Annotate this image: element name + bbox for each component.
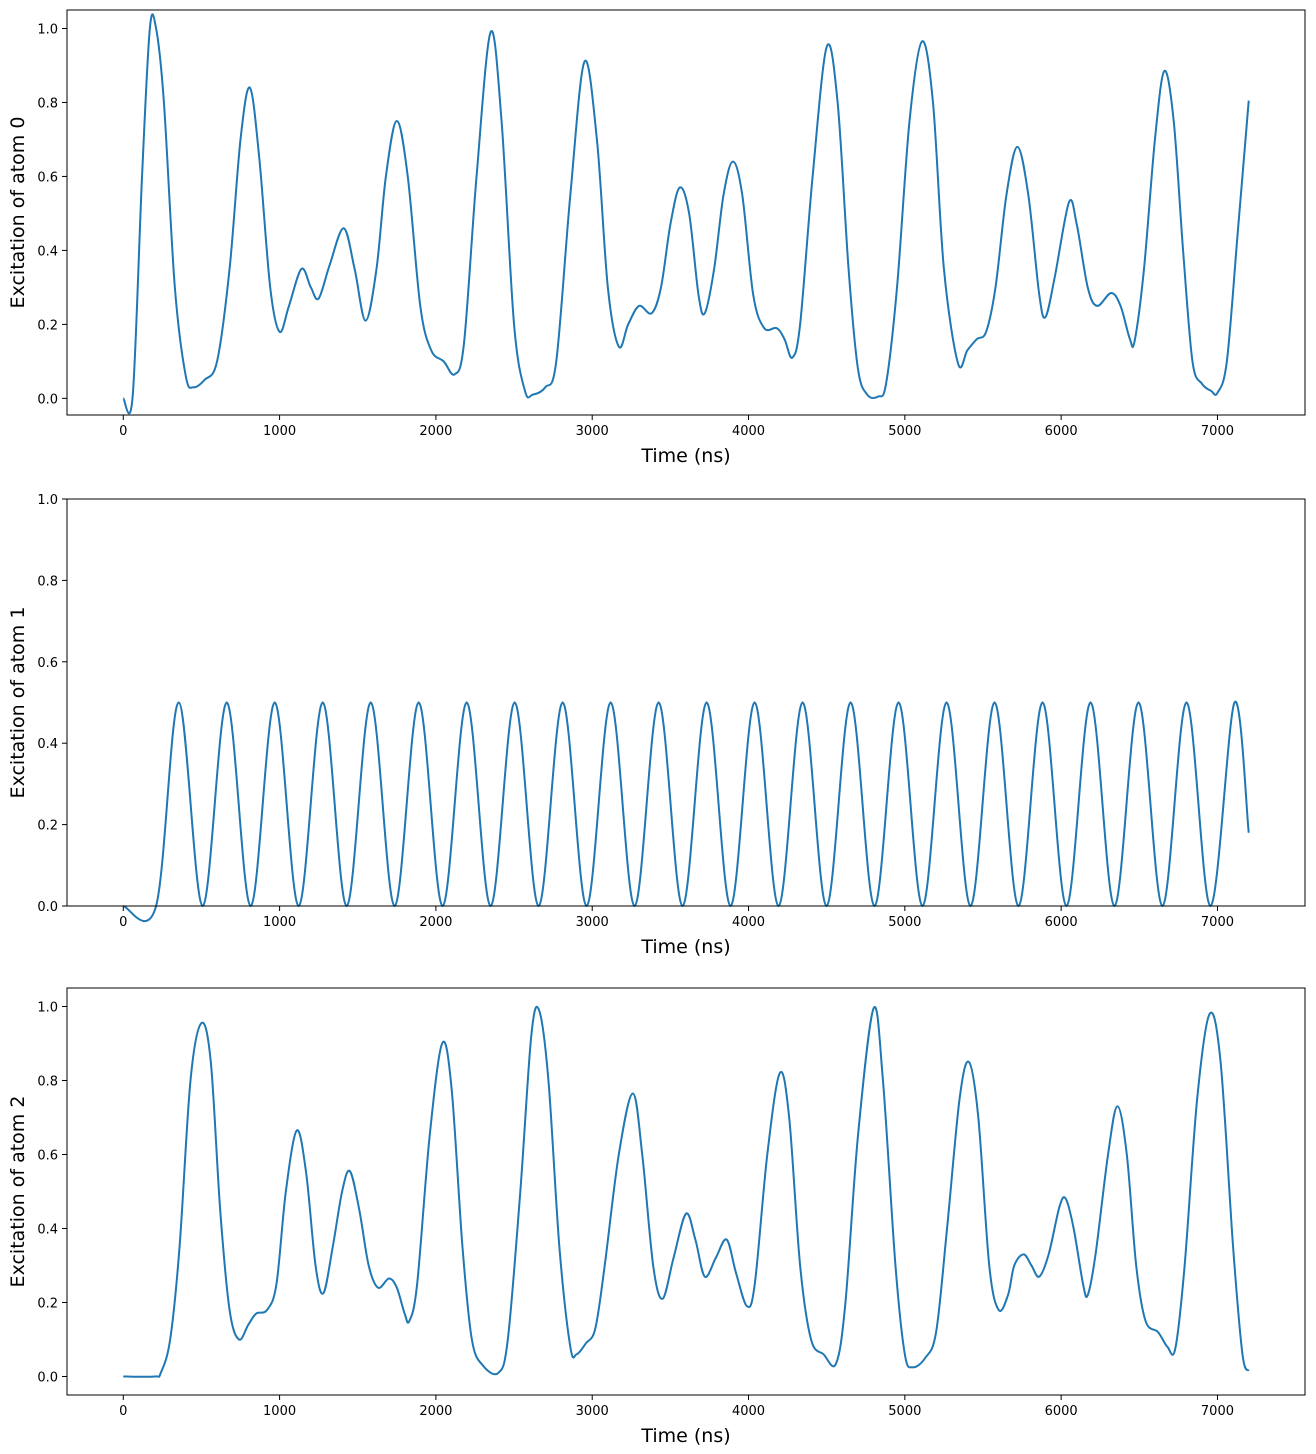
y-tick-label: 0.6 — [37, 170, 58, 185]
data-line — [123, 1005, 1250, 1378]
y-axis-label: Excitation of atom 1 — [7, 607, 29, 799]
y-tick-label: 1.0 — [37, 1001, 58, 1016]
x-tick-label: 0 — [119, 915, 127, 930]
y-tick-label: 0.2 — [37, 1297, 58, 1312]
x-tick-label: 3000 — [576, 1404, 609, 1419]
x-tick-label: 5000 — [888, 915, 921, 930]
y-tick-label: 0.2 — [37, 318, 58, 333]
x-tick-label: 5000 — [888, 424, 921, 439]
y-tick-label: 0.8 — [37, 1075, 58, 1090]
x-tick-label: 7000 — [1201, 424, 1234, 439]
data-line — [122, 700, 1250, 923]
y-tick-label: 0.2 — [37, 819, 58, 834]
x-tick-label: 1000 — [263, 1404, 296, 1419]
y-axis-label: Excitation of atom 2 — [7, 1096, 29, 1288]
axes-frame — [66, 987, 1306, 1396]
y-tick-label: 0.0 — [37, 900, 58, 915]
y-tick-label: 0.8 — [37, 574, 58, 589]
x-tick-label: 3000 — [576, 915, 609, 930]
x-tick-label: 4000 — [732, 915, 765, 930]
y-tick-label: 0.4 — [37, 737, 58, 752]
x-axis-label: Time (ns) — [640, 936, 730, 958]
x-tick-label: 0 — [119, 1404, 127, 1419]
x-tick-label: 0 — [119, 424, 127, 439]
x-tick-label: 2000 — [419, 424, 452, 439]
x-tick-label: 2000 — [419, 915, 452, 930]
x-tick-label: 3000 — [576, 424, 609, 439]
y-tick-label: 0.4 — [37, 1223, 58, 1238]
y-tick-label: 1.0 — [37, 493, 58, 508]
data-line — [122, 13, 1250, 415]
x-tick-label: 4000 — [732, 424, 765, 439]
axes-frame — [66, 9, 1306, 416]
y-axis-label: Excitation of atom 0 — [7, 117, 29, 309]
y-tick-label: 0.8 — [37, 96, 58, 111]
y-tick-label: 0.0 — [37, 392, 58, 407]
x-axis-label: Time (ns) — [640, 445, 730, 467]
x-tick-label: 1000 — [263, 424, 296, 439]
y-tick-label: 0.6 — [37, 1149, 58, 1164]
x-tick-label: 2000 — [419, 1404, 452, 1419]
y-tick-label: 0.6 — [37, 656, 58, 671]
x-tick-label: 5000 — [888, 1404, 921, 1419]
y-tick-label: 0.0 — [37, 1371, 58, 1386]
x-axis-label: Time (ns) — [640, 1425, 730, 1447]
x-tick-label: 6000 — [1045, 424, 1078, 439]
x-tick-label: 6000 — [1045, 1404, 1078, 1419]
x-tick-label: 1000 — [263, 915, 296, 930]
x-tick-label: 4000 — [732, 1404, 765, 1419]
y-tick-label: 0.4 — [37, 244, 58, 259]
x-tick-label: 7000 — [1201, 1404, 1234, 1419]
axes-frame — [66, 498, 1306, 907]
x-tick-label: 7000 — [1201, 915, 1234, 930]
y-tick-label: 1.0 — [37, 22, 58, 37]
x-tick-label: 6000 — [1045, 915, 1078, 930]
